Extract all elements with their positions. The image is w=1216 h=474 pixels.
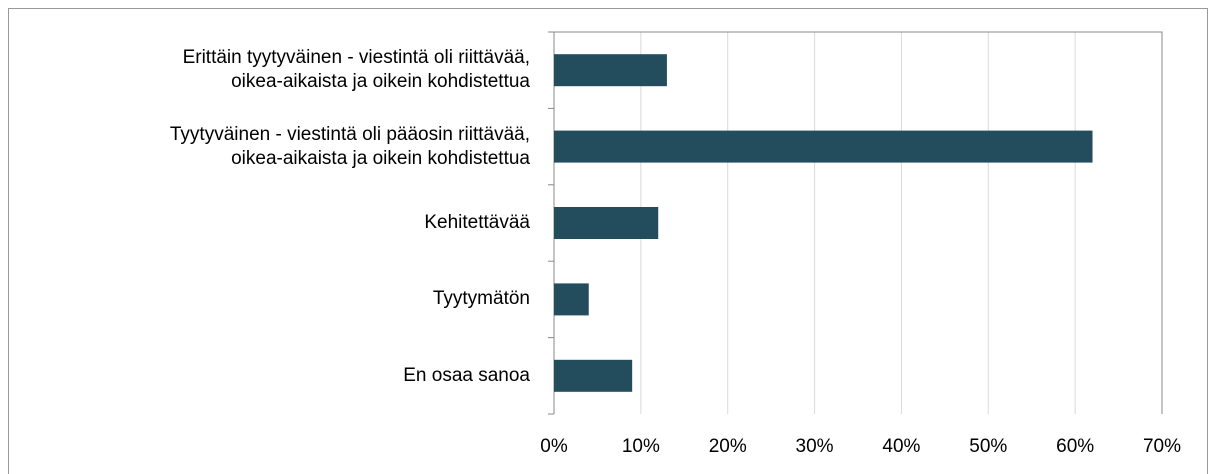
y-tick-label: En osaa sanoa [403,364,530,386]
x-tick-label: 30% [796,436,834,457]
y-tick-label: Tyytyväinen - viestintä oli pääosin riit… [169,123,530,169]
y-tick-label: Tyytymätön [432,288,530,310]
bar [554,283,589,316]
chart-frame [8,8,1208,474]
bar [554,359,633,392]
y-tick-label: Kehitettävää [424,212,530,233]
bar [554,207,659,239]
x-tick-label: 60% [1056,436,1094,457]
bar [554,130,1093,163]
plot-border [554,31,1163,414]
x-tick-label: 20% [709,436,747,457]
x-tick-label: 0% [540,436,568,457]
x-tick-label: 50% [969,436,1007,457]
y-tick-label: Erittäin tyytyväinen - viestintä oli rii… [182,47,530,93]
bar [554,54,667,87]
x-tick-label: 70% [1143,436,1181,457]
x-tick-label: 40% [882,436,920,457]
x-tick-label: 10% [622,436,660,457]
